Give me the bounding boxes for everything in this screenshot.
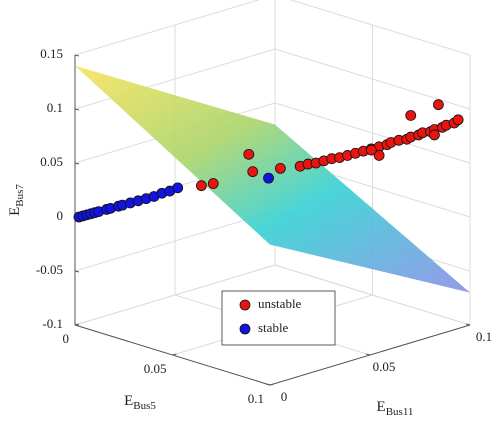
legend: unstable stable [221,290,336,346]
z-tick [74,270,80,273]
grid-line [274,264,471,326]
x-tick [269,383,275,386]
point [243,148,255,160]
point [172,182,184,194]
y-tick [365,353,371,356]
point [373,150,385,161]
point [274,162,286,174]
x-tick [172,353,177,356]
point [365,144,377,156]
z-tick-label: -0.05 [36,262,63,277]
z-label-sub: Bus7 [14,184,26,207]
x-tick [74,323,80,326]
point [429,129,440,141]
point [405,110,417,121]
z-tick-label: 0.15 [40,46,63,61]
legend-marker [239,323,251,335]
z-tick-label: 0.1 [47,100,63,115]
point [207,178,219,189]
x-tick-label: 0 [63,331,70,346]
legend-marker [239,299,251,311]
y-tick-label: 0 [281,389,288,404]
x-axis-label: EBus5 [124,393,156,411]
point [263,172,274,184]
x-label-sub: Bus5 [133,400,156,412]
x-tick-label: 0.05 [144,361,167,376]
z-tick-label: 0 [57,208,64,223]
legend-box [221,290,336,346]
z-label-base: E [7,207,23,216]
point [195,180,207,192]
y-label-sub: Bus11 [386,406,414,418]
z-tick [74,162,80,165]
y-tick-label: 0.1 [476,329,492,344]
y-tick-label: 0.05 [373,359,396,374]
z-tick-label: -0.1 [42,316,63,331]
y-axis-label: EBus11 [377,399,414,417]
legend-label: unstable [258,296,302,311]
y-tick [465,323,471,326]
x-tick-label: 0.1 [248,391,264,406]
z-tick [74,54,80,57]
legend-label: stable [258,320,289,335]
y-tick [265,383,271,386]
point [452,114,464,126]
z-axis-label: EBus7 [7,184,25,216]
point [247,166,259,178]
z-tick [74,108,80,111]
y-label-base: E [377,399,386,415]
z-tick-label: 0.05 [40,154,63,169]
point [432,99,444,111]
x-label-base: E [124,393,133,409]
